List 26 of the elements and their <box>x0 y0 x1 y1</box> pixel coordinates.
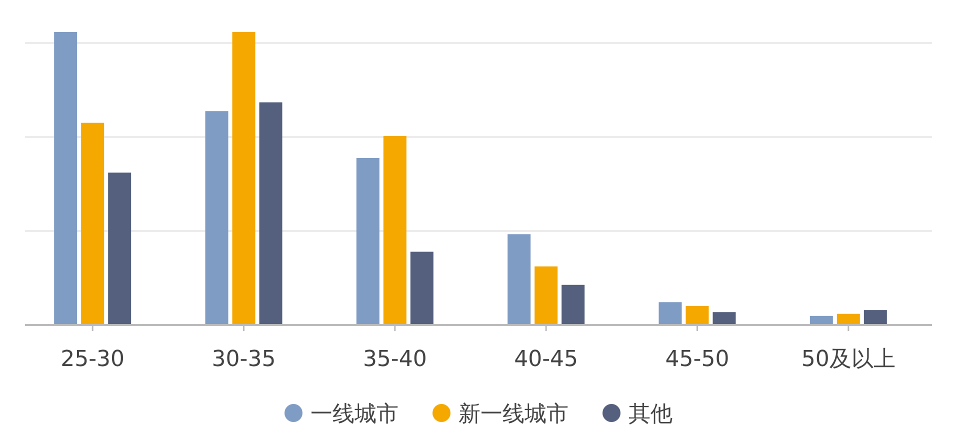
bar <box>108 172 132 325</box>
legend-label: 新一线城市 <box>458 402 568 427</box>
bar <box>232 32 256 325</box>
x-tick-label: 40-45 <box>514 347 578 372</box>
bar <box>356 158 380 325</box>
bar <box>508 234 531 325</box>
bar <box>54 32 78 325</box>
bar <box>836 314 860 325</box>
x-tick-label: 35-40 <box>362 347 427 372</box>
x-tick-label: 50及以上 <box>801 347 896 372</box>
bar <box>562 284 585 325</box>
bar <box>259 102 282 325</box>
x-tick-label: 25-30 <box>60 347 125 372</box>
bar <box>205 111 228 325</box>
bar <box>712 312 736 325</box>
x-tick-label: 45-50 <box>665 347 730 372</box>
bar <box>81 122 104 325</box>
bar <box>383 136 406 325</box>
bar <box>534 266 558 325</box>
bar <box>658 302 682 325</box>
bar <box>686 306 709 325</box>
legend-label: 一线城市 <box>310 402 398 427</box>
legend-label: 其他 <box>628 402 672 427</box>
bar <box>864 310 887 325</box>
x-tick-label: 30-35 <box>212 347 276 372</box>
bar <box>410 252 434 325</box>
